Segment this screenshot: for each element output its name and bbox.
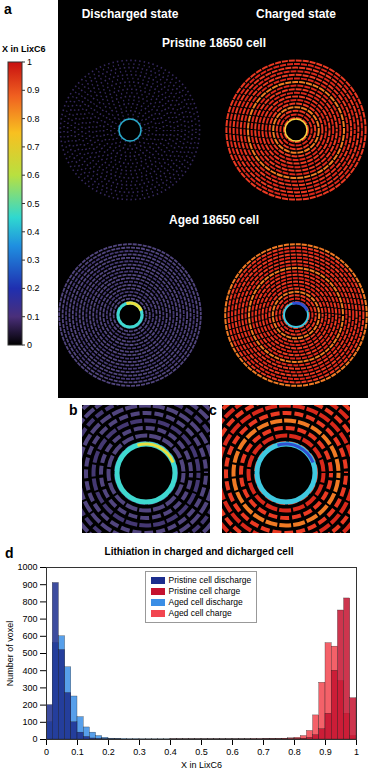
svg-text:300: 300	[22, 683, 37, 693]
svg-text:0.5: 0.5	[27, 199, 40, 209]
svg-text:700: 700	[22, 614, 37, 624]
svg-text:0.2: 0.2	[27, 283, 40, 293]
svg-text:0: 0	[27, 340, 32, 350]
svg-text:0.4: 0.4	[27, 227, 40, 237]
svg-text:b: b	[69, 402, 78, 418]
html-text:Lithiation in charged and dich: Lithiation in charged and dicharged cell	[104, 546, 294, 557]
html-text:d: d	[5, 545, 14, 561]
html-text:Pristine cell discharge: Pristine cell discharge	[168, 575, 252, 585]
svg-text:0.9: 0.9	[27, 85, 40, 95]
svg-text:c: c	[209, 402, 217, 418]
svg-text:0.8: 0.8	[288, 747, 301, 757]
svg-text:0.5: 0.5	[195, 747, 208, 757]
svg-text:Number of voxel: Number of voxel	[5, 621, 15, 687]
svg-text:0.1: 0.1	[27, 312, 40, 322]
svg-text:0.3: 0.3	[133, 747, 146, 757]
svg-text:400: 400	[22, 666, 37, 676]
svg-text:Aged 18650 cell: Aged 18650 cell	[169, 213, 259, 227]
svg-text:a: a	[4, 1, 12, 17]
svg-text:0.8: 0.8	[27, 114, 40, 124]
svg-text:0.7: 0.7	[257, 747, 270, 757]
svg-text:0.9: 0.9	[319, 747, 332, 757]
svg-text:1: 1	[354, 747, 359, 757]
svg-text:500: 500	[22, 648, 37, 658]
svg-text:0.6: 0.6	[226, 747, 239, 757]
svg-text:1000: 1000	[17, 562, 37, 572]
html-text:Pristine cell charge: Pristine cell charge	[168, 586, 241, 596]
svg-text:100: 100	[22, 717, 37, 727]
svg-text:200: 200	[22, 700, 37, 710]
svg-text:Discharged state: Discharged state	[82, 7, 179, 21]
svg-text:0.4: 0.4	[164, 747, 177, 757]
html-text:Aged cell charge: Aged cell charge	[168, 608, 232, 618]
svg-text:0.6: 0.6	[27, 170, 40, 180]
svg-text:Charged state: Charged state	[256, 7, 336, 21]
svg-text:1: 1	[27, 57, 32, 67]
svg-text:0: 0	[32, 734, 37, 744]
svg-text:X in LixC6: X in LixC6	[181, 760, 222, 770]
svg-text:X in LixC6: X in LixC6	[2, 44, 46, 54]
svg-text:0.2: 0.2	[102, 747, 115, 757]
svg-text:900: 900	[22, 580, 37, 590]
svg-text:0: 0	[44, 747, 49, 757]
svg-text:Pristine 18650 cell: Pristine 18650 cell	[162, 36, 266, 50]
svg-text:0.7: 0.7	[27, 142, 40, 152]
svg-text:0.3: 0.3	[27, 255, 40, 265]
svg-text:0.1: 0.1	[71, 747, 84, 757]
svg-text:800: 800	[22, 597, 37, 607]
svg-text:600: 600	[22, 631, 37, 641]
html-text:Aged cell discharge: Aged cell discharge	[168, 597, 243, 607]
